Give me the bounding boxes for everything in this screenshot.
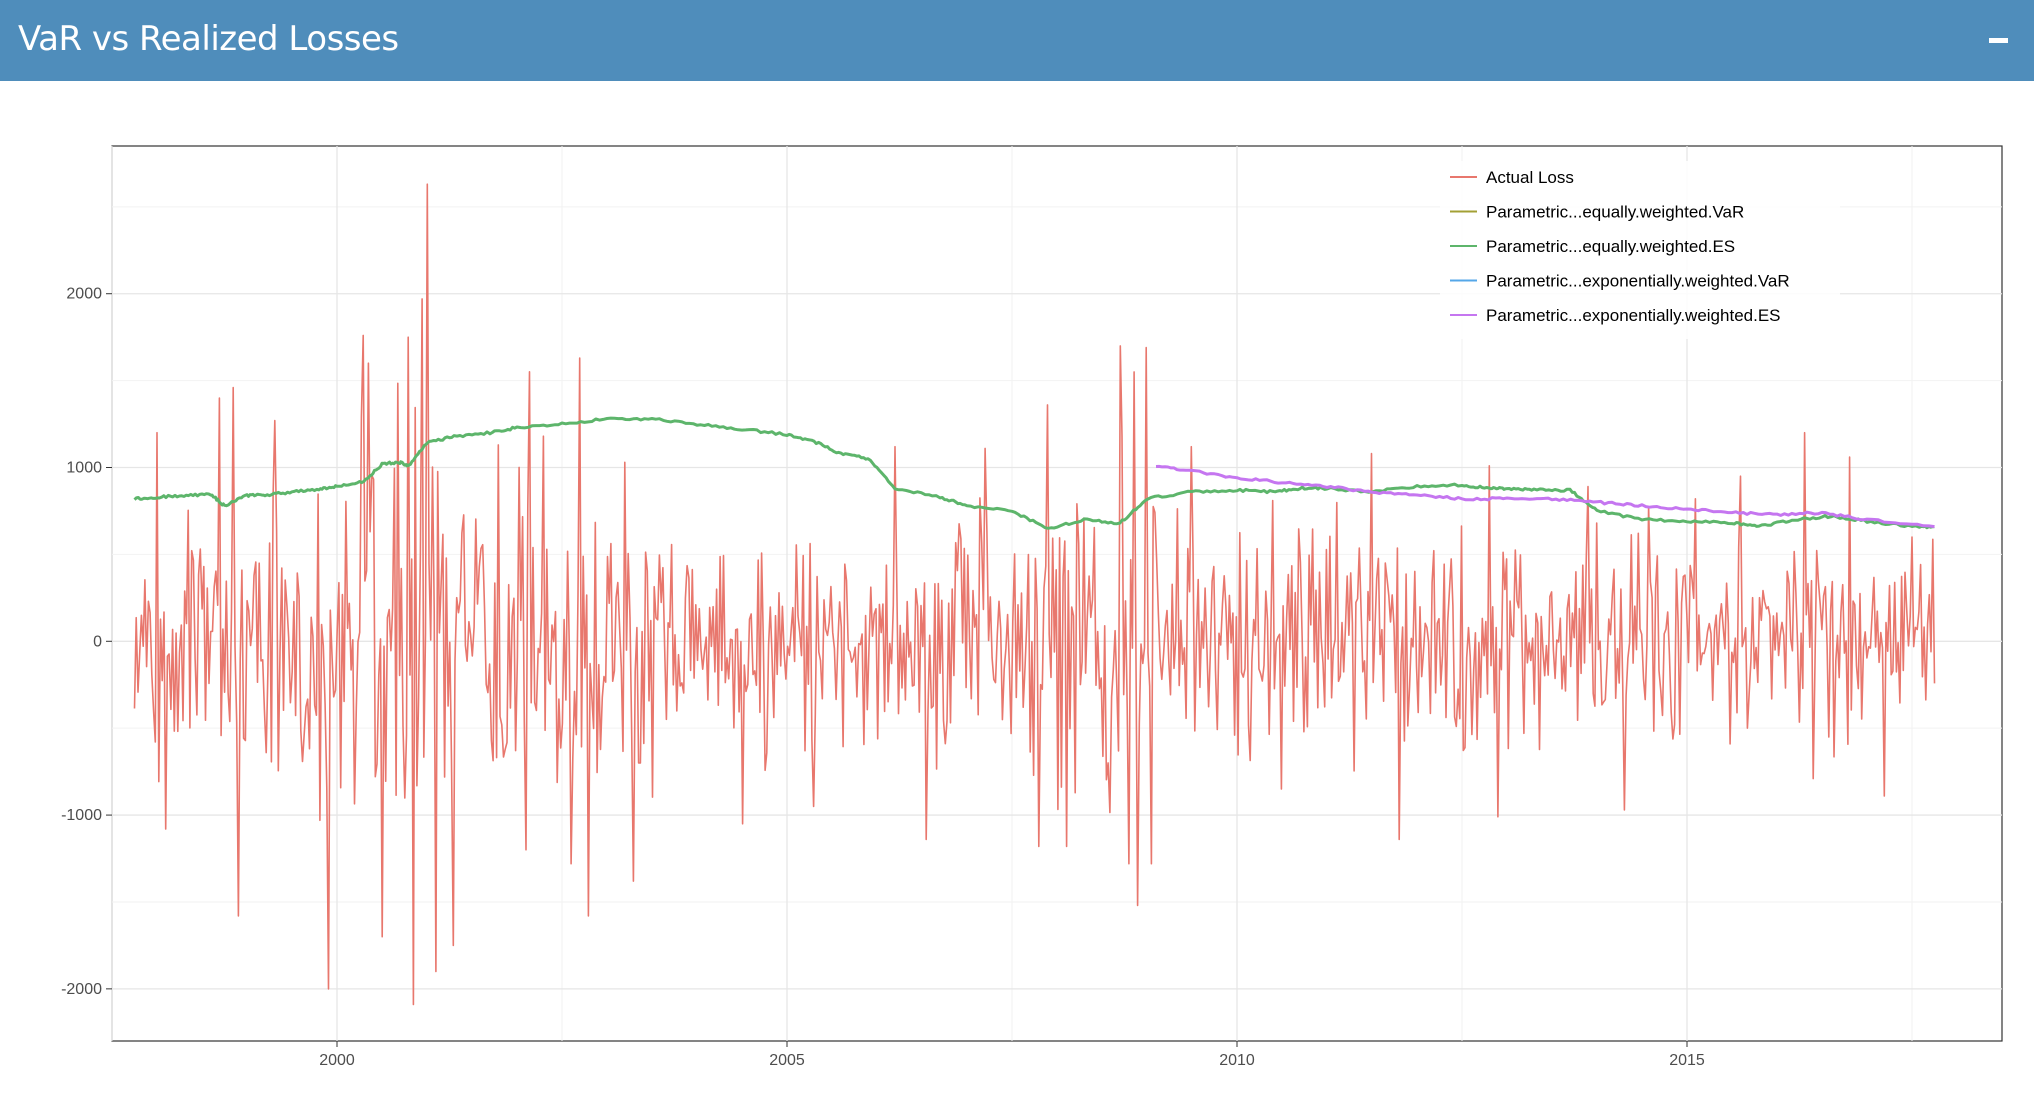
chart: 2000 2005 2010 2015 -2000 -1000 0 1000 2000 Act…: [61, 145, 2003, 1069]
x-tick-label: 2015: [1669, 1052, 1705, 1069]
series-line-4: [1155, 464, 1935, 529]
x-tick-label: 2005: [769, 1052, 805, 1069]
x-tick-label: 2010: [1219, 1052, 1255, 1069]
series-layer: [133, 183, 1936, 1006]
legend-label: Actual Loss: [1486, 168, 1574, 187]
series-line-actual-loss: [133, 183, 1936, 1006]
x-axis: 2000 2005 2010 2015: [319, 1041, 1705, 1069]
collapse-button[interactable]: [1976, 18, 2020, 62]
x-tick-label: 2000: [319, 1052, 355, 1069]
y-tick-label: 1000: [66, 460, 102, 477]
legend-label: Parametric...exponentially.weighted.VaR: [1486, 272, 1790, 291]
series-line-2: [133, 416, 1935, 530]
y-tick-label: 0: [93, 633, 102, 650]
legend-background: [1440, 161, 1840, 339]
y-tick-label: -2000: [61, 981, 102, 998]
legend: Actual Loss Parametric...equally.weighted…: [1440, 161, 1840, 339]
box-title: VaR vs Realized Losses: [18, 19, 399, 59]
legend-label: Parametric...exponentially.weighted.ES: [1486, 306, 1781, 325]
legend-label: Parametric...equally.weighted.VaR: [1486, 203, 1744, 222]
box-header: VaR vs Realized Losses: [0, 0, 2034, 81]
y-tick-label: 2000: [66, 286, 102, 303]
y-tick-label: -1000: [61, 807, 102, 824]
minus-icon: [1989, 38, 2008, 43]
y-axis: -2000 -1000 0 1000 2000: [61, 286, 112, 998]
legend-label: Parametric...equally.weighted.ES: [1486, 237, 1735, 256]
